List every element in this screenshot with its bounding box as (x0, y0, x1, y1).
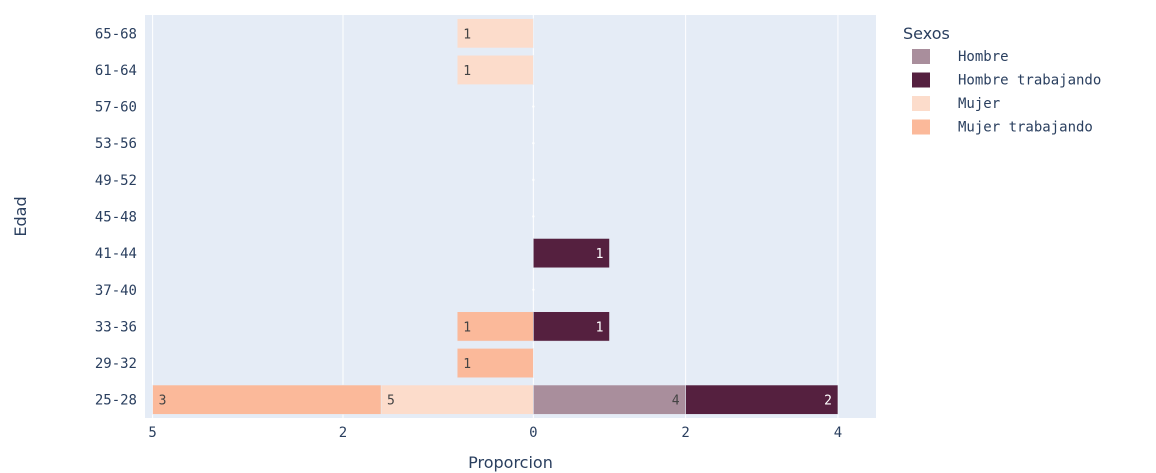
legend-label[interactable]: Hombre (958, 49, 1009, 65)
y-tick-label: 29-32 (95, 356, 137, 372)
bar-data-label: 1 (596, 247, 604, 262)
x-tick-label: 4 (834, 425, 842, 441)
bar[interactable] (456, 348, 534, 378)
y-tick-label: 37-40 (95, 283, 137, 299)
legend[interactable]: Sexos Hombre Hombre trabajando Mujer Mujer … (903, 24, 1101, 136)
x-tick-label: 0 (529, 425, 537, 441)
bar[interactable] (533, 311, 610, 342)
y-axis-ticks: 25-28 29-32 33-36 37-40 41-44 45-48 49-52 53-56… (95, 26, 137, 408)
legend-label[interactable]: Hombre trabajando (958, 73, 1101, 89)
legend-swatch[interactable] (912, 119, 930, 135)
bar-data-label: 4 (672, 394, 680, 409)
x-axis-title: Proporcion (468, 453, 553, 472)
zero-marker (532, 142, 535, 145)
bar[interactable] (152, 384, 382, 415)
y-tick-label: 49-52 (95, 173, 137, 189)
y-tick-label: 53-56 (95, 136, 137, 152)
bar-data-label: 5 (387, 394, 395, 409)
y-tick-label: 25-28 (95, 393, 137, 409)
legend-label[interactable]: Mujer trabajando (958, 120, 1093, 136)
x-tick-label: 5 (148, 425, 156, 441)
legend-swatch[interactable] (912, 96, 930, 111)
zero-marker (532, 288, 535, 291)
bar-data-label: 3 (159, 394, 167, 409)
bar[interactable] (533, 384, 686, 415)
y-tick-label: 45-48 (95, 210, 137, 226)
x-tick-label: 2 (339, 425, 347, 441)
zero-marker (532, 105, 535, 108)
y-axis-title: Edad (11, 196, 30, 236)
legend-swatch[interactable] (912, 49, 930, 64)
bar[interactable] (456, 55, 534, 85)
bar[interactable] (380, 384, 534, 415)
bar[interactable] (685, 384, 839, 415)
bar[interactable] (533, 238, 610, 269)
bar-data-label: 1 (596, 320, 604, 335)
bar-data-label: 1 (463, 357, 471, 372)
y-tick-label: 57-60 (95, 100, 137, 116)
legend-swatch[interactable] (912, 72, 930, 88)
legend-label[interactable]: Mujer (958, 96, 1000, 112)
bar[interactable] (456, 311, 534, 342)
bar-data-label: 1 (463, 64, 471, 79)
zero-marker (532, 215, 535, 218)
bar-data-label: 1 (463, 27, 471, 42)
zero-marker (532, 178, 535, 182)
y-tick-label: 61-64 (95, 63, 137, 79)
x-axis-ticks: 5 2 0 2 4 (148, 425, 842, 441)
bars: 4 2 1 1 5 1 1 3 1 1 (152, 18, 839, 415)
bar-data-label: 1 (463, 320, 471, 335)
y-tick-label: 33-36 (95, 319, 137, 335)
y-tick-label: 41-44 (95, 246, 137, 262)
x-tick-label: 2 (681, 425, 689, 441)
bar-data-label: 2 (824, 394, 832, 409)
bar[interactable] (456, 18, 534, 49)
legend-title: Sexos (903, 24, 950, 43)
y-tick-label: 65-68 (95, 26, 137, 42)
